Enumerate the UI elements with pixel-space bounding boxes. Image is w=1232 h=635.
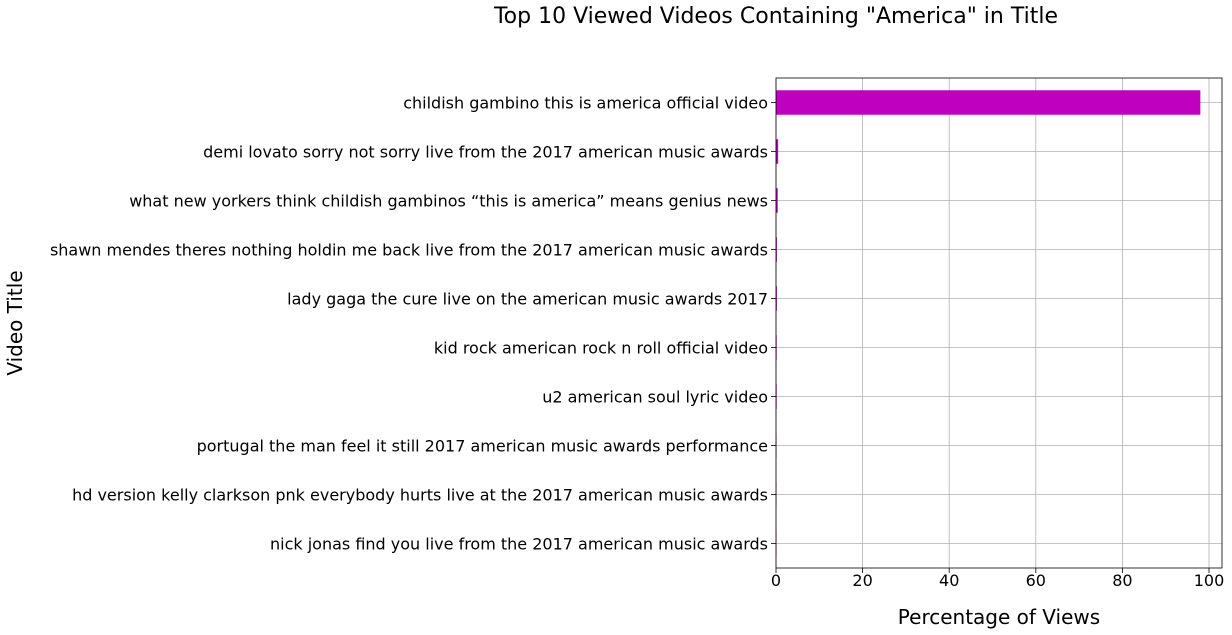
chart-title: Top 10 Viewed Videos Containing "America… (493, 4, 1058, 29)
x-tick-label: 20 (852, 571, 872, 590)
y-tick-label: demi lovato sorry not sorry live from th… (203, 143, 768, 162)
x-tick-label: 60 (1026, 571, 1046, 590)
y-tick-label: nick jonas find you live from the 2017 a… (270, 535, 768, 554)
bar (776, 188, 778, 213)
grid-lines (775, 78, 1222, 568)
bar (776, 286, 777, 311)
y-tick-label: hd version kelly clarkson pnk everybody … (72, 486, 768, 505)
x-ticks: 0 20 40 60 80 100 (771, 568, 1224, 590)
y-ticks: childish gambino this is america officia… (50, 94, 776, 554)
bar (776, 139, 779, 164)
y-tick-label: what new yorkers think childish gambinos… (129, 192, 768, 211)
x-tick-label: 0 (771, 571, 781, 590)
bar (776, 90, 1201, 115)
plot-frame (775, 77, 1223, 569)
y-tick-label: shawn mendes theres nothing holdin me ba… (50, 241, 768, 260)
y-tick-label: u2 american soul lyric video (542, 388, 768, 407)
x-tick-label: 80 (1112, 571, 1132, 590)
x-axis-label: Percentage of Views (898, 605, 1100, 629)
x-tick-label: 100 (1194, 571, 1225, 590)
y-tick-label: kid rock american rock n roll official v… (434, 339, 768, 358)
x-tick-label: 40 (939, 571, 959, 590)
bar (776, 237, 777, 262)
y-tick-label: childish gambino this is america officia… (403, 94, 768, 113)
y-tick-label: lady gaga the cure live on the american … (287, 290, 768, 309)
y-tick-label: portugal the man feel it still 2017 amer… (197, 437, 768, 456)
y-axis-label: Video Title (3, 270, 27, 375)
bars (776, 90, 1201, 556)
